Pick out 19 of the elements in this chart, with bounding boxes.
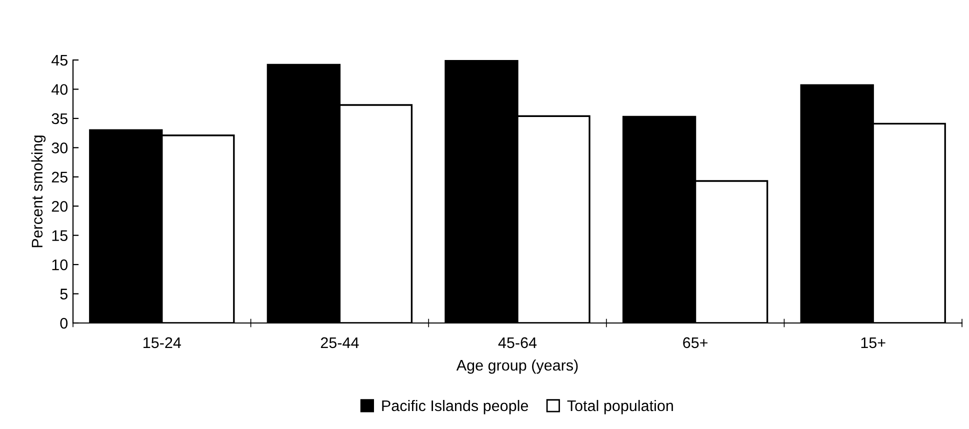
x-axis-title: Age group (years) [456,359,578,374]
y-tick-label: 25 [52,172,68,183]
y-tick-label: 5 [60,288,68,300]
y-tick-label: 35 [52,113,68,124]
x-tick-label: 15+ [861,337,886,348]
x-tick-label: 45-64 [498,337,537,348]
y-tick-label: 20 [52,200,68,212]
y-tick-label: 10 [52,259,68,270]
y-tick-label: 15 [52,230,68,242]
y-tick-label: 40 [52,84,68,95]
x-tick-label: 25-44 [320,337,359,348]
y-tick-label: 0 [60,318,68,329]
x-tick-label: 65+ [683,337,708,348]
y-tick-label: 30 [52,142,68,154]
legend-label: Total population [567,400,673,414]
y-axis-title: Percent smoking [31,136,46,248]
x-tick-label: 15-24 [144,337,181,348]
y-tick-label: 45 [52,55,68,66]
legend-label: Pacific Islands people [382,400,528,414]
